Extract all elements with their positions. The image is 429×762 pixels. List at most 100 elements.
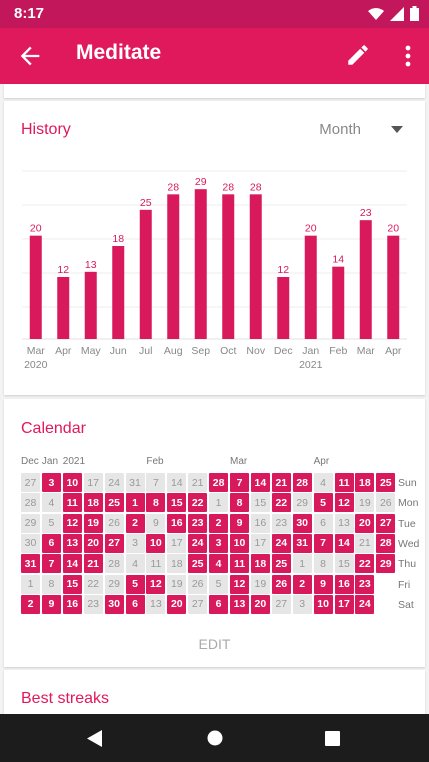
calendar-day-cell[interactable]: 5 bbox=[125, 574, 145, 594]
calendar-day-cell[interactable]: 10 bbox=[230, 533, 249, 553]
calendar-day-cell[interactable]: 29 bbox=[292, 493, 312, 513]
calendar-day-cell[interactable]: 27 bbox=[188, 594, 208, 614]
calendar-day-cell[interactable]: 28 bbox=[292, 473, 312, 492]
calendar-day-cell[interactable]: 15 bbox=[334, 554, 354, 574]
calendar-day-cell[interactable]: 25 bbox=[104, 493, 124, 513]
calendar-day-cell[interactable]: 28 bbox=[209, 473, 229, 492]
more-vert-icon[interactable] bbox=[401, 42, 415, 70]
calendar-day-cell[interactable]: 17 bbox=[83, 473, 103, 492]
calendar-day-cell[interactable]: 24 bbox=[188, 533, 208, 553]
calendar-day-cell[interactable]: 13 bbox=[230, 594, 249, 614]
calendar-day-cell[interactable]: 1 bbox=[209, 493, 229, 513]
calendar-day-cell[interactable]: 18 bbox=[167, 554, 187, 574]
period-dropdown[interactable]: Month bbox=[319, 121, 403, 138]
calendar-day-cell[interactable]: 11 bbox=[334, 473, 354, 492]
calendar-day-cell[interactable]: 24 bbox=[271, 533, 291, 553]
calendar-day-cell[interactable]: 26 bbox=[271, 574, 291, 594]
calendar-day-cell[interactable]: 21 bbox=[355, 533, 375, 553]
calendar-day-cell[interactable]: 7 bbox=[41, 554, 61, 574]
calendar-day-cell[interactable]: 19 bbox=[355, 493, 375, 513]
calendar-day-cell[interactable]: 22 bbox=[271, 493, 291, 513]
calendar-day-cell[interactable]: 23 bbox=[188, 513, 208, 533]
calendar-day-cell[interactable]: 29 bbox=[104, 574, 124, 594]
calendar-day-cell[interactable]: 23 bbox=[271, 513, 291, 533]
calendar-day-cell[interactable]: 16 bbox=[167, 513, 187, 533]
calendar-day-cell[interactable]: 4 bbox=[125, 554, 145, 574]
calendar-day-cell[interactable]: 7 bbox=[146, 473, 166, 492]
calendar-day-cell[interactable]: 14 bbox=[334, 533, 354, 553]
calendar-day-cell[interactable]: 30 bbox=[21, 533, 40, 553]
calendar-day-cell[interactable]: 27 bbox=[271, 594, 291, 614]
back-arrow-icon[interactable] bbox=[16, 42, 44, 70]
calendar-day-cell[interactable]: 4 bbox=[41, 493, 61, 513]
calendar-day-cell[interactable]: 10 bbox=[62, 473, 82, 492]
calendar-day-cell[interactable]: 20 bbox=[355, 513, 375, 533]
calendar-day-cell[interactable]: 30 bbox=[292, 513, 312, 533]
calendar-day-cell[interactable]: 29 bbox=[21, 513, 40, 533]
calendar-day-cell[interactable]: 6 bbox=[125, 594, 145, 614]
calendar-day-cell[interactable]: 3 bbox=[292, 594, 312, 614]
calendar-day-cell[interactable]: 27 bbox=[376, 513, 396, 533]
calendar-day-cell[interactable]: 19 bbox=[83, 513, 103, 533]
calendar-day-cell[interactable]: 20 bbox=[250, 594, 270, 614]
calendar-day-cell[interactable]: 22 bbox=[83, 574, 103, 594]
calendar-day-cell[interactable]: 12 bbox=[230, 574, 249, 594]
calendar-day-cell[interactable]: 1 bbox=[125, 493, 145, 513]
calendar-day-cell[interactable]: 26 bbox=[376, 493, 396, 513]
calendar-day-cell[interactable]: 23 bbox=[83, 594, 103, 614]
calendar-day-cell[interactable]: 6 bbox=[41, 533, 61, 553]
calendar-day-cell[interactable]: 9 bbox=[230, 513, 249, 533]
calendar-day-cell[interactable]: 18 bbox=[250, 554, 270, 574]
calendar-day-cell[interactable]: 8 bbox=[313, 554, 333, 574]
calendar-day-cell[interactable]: 5 bbox=[41, 513, 61, 533]
calendar-day-cell[interactable]: 3 bbox=[41, 473, 61, 492]
calendar-day-cell[interactable]: 27 bbox=[104, 533, 124, 553]
calendar-day-cell[interactable]: 3 bbox=[125, 533, 145, 553]
calendar-day-cell[interactable]: 16 bbox=[250, 513, 270, 533]
calendar-day-cell[interactable]: 28 bbox=[21, 493, 40, 513]
calendar-day-cell[interactable]: 7 bbox=[230, 473, 249, 492]
calendar-day-cell[interactable]: 6 bbox=[209, 594, 229, 614]
calendar-day-cell[interactable]: 10 bbox=[313, 594, 333, 614]
calendar-day-cell[interactable]: 18 bbox=[83, 493, 103, 513]
nav-home-icon[interactable] bbox=[207, 730, 223, 746]
calendar-day-cell[interactable]: 13 bbox=[62, 533, 82, 553]
calendar-day-cell[interactable]: 1 bbox=[21, 574, 40, 594]
calendar-day-cell[interactable]: 27 bbox=[21, 473, 40, 492]
calendar-day-cell[interactable]: 5 bbox=[313, 493, 333, 513]
calendar-day-cell[interactable]: 8 bbox=[41, 574, 61, 594]
calendar-day-cell[interactable]: 30 bbox=[104, 594, 124, 614]
calendar-day-cell[interactable]: 15 bbox=[167, 493, 187, 513]
calendar-day-cell[interactable]: 9 bbox=[41, 594, 61, 614]
calendar-day-cell[interactable]: 13 bbox=[334, 513, 354, 533]
calendar-day-cell[interactable]: 4 bbox=[313, 473, 333, 492]
calendar-day-cell[interactable]: 23 bbox=[355, 574, 375, 594]
calendar-day-cell[interactable]: 22 bbox=[355, 554, 375, 574]
calendar-day-cell[interactable]: 4 bbox=[209, 554, 229, 574]
calendar-day-cell[interactable]: 7 bbox=[313, 533, 333, 553]
calendar-day-cell[interactable]: 2 bbox=[21, 594, 40, 614]
calendar-day-cell[interactable]: 22 bbox=[188, 493, 208, 513]
calendar-day-cell[interactable]: 29 bbox=[376, 554, 396, 574]
calendar-day-cell[interactable]: 11 bbox=[146, 554, 166, 574]
calendar-day-cell[interactable]: 20 bbox=[167, 594, 187, 614]
calendar-day-cell[interactable]: 21 bbox=[83, 554, 103, 574]
calendar-day-cell[interactable]: 26 bbox=[104, 513, 124, 533]
calendar-day-cell[interactable]: 13 bbox=[146, 594, 166, 614]
calendar-day-cell[interactable]: 11 bbox=[230, 554, 249, 574]
calendar-day-cell[interactable]: 12 bbox=[334, 493, 354, 513]
calendar-day-cell[interactable]: 16 bbox=[334, 574, 354, 594]
calendar-day-cell[interactable]: 15 bbox=[62, 574, 82, 594]
calendar-day-cell[interactable]: 26 bbox=[188, 574, 208, 594]
calendar-day-cell[interactable]: 31 bbox=[125, 473, 145, 492]
calendar-day-cell[interactable]: 25 bbox=[188, 554, 208, 574]
calendar-day-cell[interactable]: 17 bbox=[167, 533, 187, 553]
calendar-day-cell[interactable]: 2 bbox=[292, 574, 312, 594]
calendar-day-cell[interactable]: 9 bbox=[313, 574, 333, 594]
calendar-day-cell[interactable]: 12 bbox=[146, 574, 166, 594]
calendar-day-cell[interactable]: 2 bbox=[209, 513, 229, 533]
nav-recents-icon[interactable] bbox=[325, 731, 340, 746]
calendar-day-cell[interactable]: 10 bbox=[146, 533, 166, 553]
calendar-day-cell[interactable]: 31 bbox=[21, 554, 40, 574]
calendar-day-cell[interactable]: 8 bbox=[146, 493, 166, 513]
